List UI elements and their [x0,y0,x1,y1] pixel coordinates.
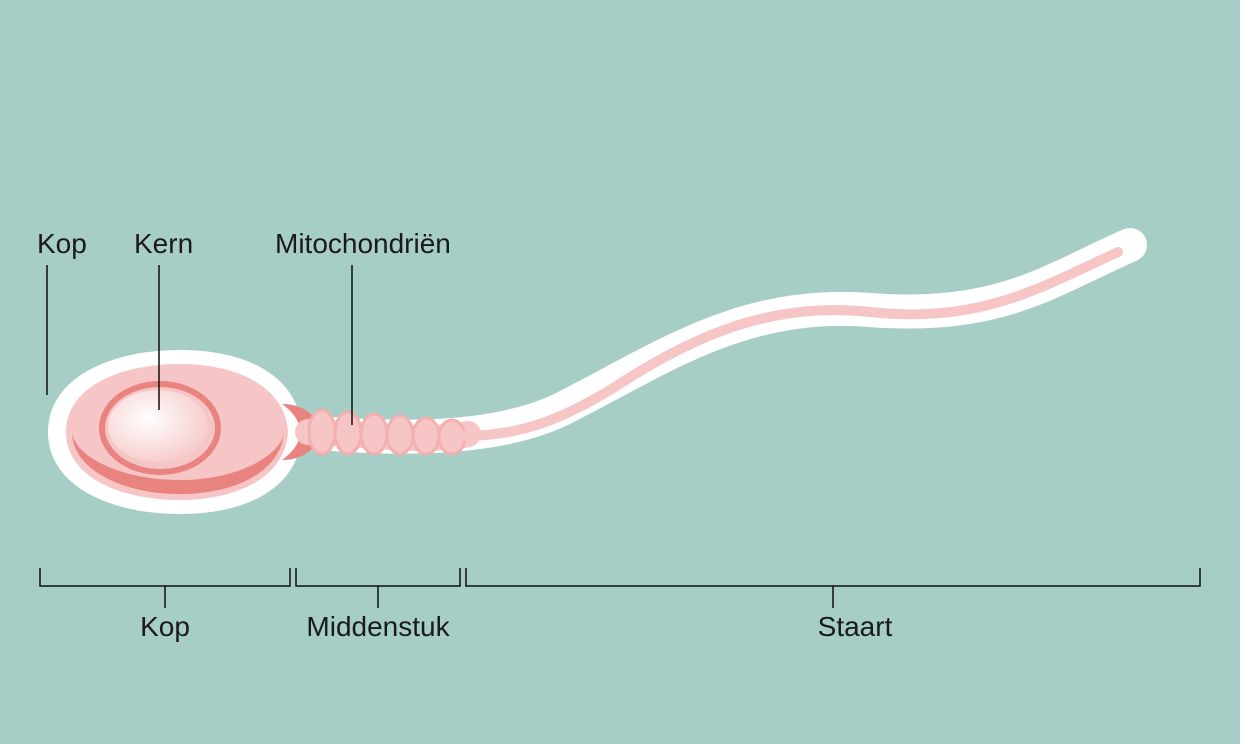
label-kop: Kop [37,228,87,259]
mitochondrion-ring [309,410,335,454]
mitochondrion-ring [335,412,361,454]
section-label-kop: Kop [140,611,190,642]
mitochondrion-ring [413,418,439,454]
nucleus [108,390,208,462]
label-mito: Mitochondriën [275,228,451,259]
mitochondrion-ring [387,416,413,454]
section-label-middenstuk: Middenstuk [306,611,450,642]
sperm-cell-diagram: Kop Kern Mitochondriën Kop Middenstuk Staart [0,0,1240,744]
section-label-staart: Staart [818,611,893,642]
mitochondrion-ring [361,414,387,454]
label-kern: Kern [134,228,193,259]
